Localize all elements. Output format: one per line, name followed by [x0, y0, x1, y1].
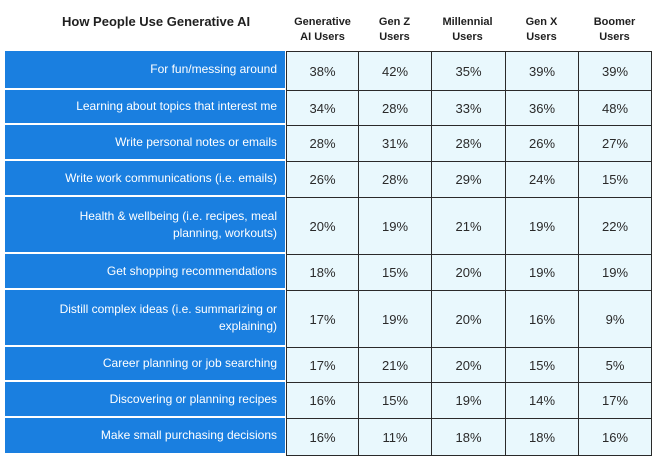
- table-cell: 18%: [505, 418, 579, 456]
- table-cell: 16%: [286, 418, 359, 456]
- row-label: Discovering or planning recipes: [5, 382, 285, 418]
- table-cell: 36%: [505, 90, 579, 126]
- row-label: Write personal notes or emails: [5, 125, 285, 161]
- table-cell: 22%: [578, 197, 652, 255]
- table-cell: 19%: [358, 290, 432, 348]
- table-cell: 24%: [505, 161, 579, 198]
- table-cell: 21%: [358, 347, 432, 383]
- table-cell: 18%: [431, 418, 506, 456]
- table-cell: 26%: [505, 125, 579, 162]
- table-cell: 17%: [578, 382, 652, 419]
- table-cell: 9%: [578, 290, 652, 348]
- table-cell: 16%: [578, 418, 652, 456]
- table-cell: 35%: [431, 51, 506, 91]
- table-cell: 19%: [505, 197, 579, 255]
- column-header: Millennial Users: [442, 16, 493, 43]
- table-cell: 15%: [578, 161, 652, 198]
- table-cell: 20%: [431, 290, 506, 348]
- table-cell: 34%: [286, 90, 359, 126]
- table-cell: 48%: [578, 90, 652, 126]
- table-cell: 42%: [358, 51, 432, 91]
- table-cell: 16%: [286, 382, 359, 419]
- column-header: Boomer Users: [593, 16, 636, 43]
- table-cell: 16%: [505, 290, 579, 348]
- table-cell: 28%: [431, 125, 506, 162]
- table-cell: 28%: [358, 161, 432, 198]
- table-cell: 19%: [505, 254, 579, 291]
- table-cell: 26%: [286, 161, 359, 198]
- table-cell: 17%: [286, 347, 359, 383]
- table-cell: 29%: [431, 161, 506, 198]
- table-cell: 28%: [286, 125, 359, 162]
- table-cell: 33%: [431, 90, 506, 126]
- table-cell: 28%: [358, 90, 432, 126]
- table-title: How People Use Generative AI: [62, 14, 251, 29]
- table-cell: 20%: [286, 197, 359, 255]
- table-cell: 21%: [431, 197, 506, 255]
- table-cell: 15%: [358, 254, 432, 291]
- table-cell: 20%: [431, 347, 506, 383]
- row-label: Distill complex ideas (i.e. summarizing …: [5, 290, 285, 347]
- table-cell: 39%: [505, 51, 579, 91]
- table-cell: 27%: [578, 125, 652, 162]
- table-cell: 39%: [578, 51, 652, 91]
- table-cell: 19%: [431, 382, 506, 419]
- row-label: Health & wellbeing (i.e. recipes, meal p…: [5, 197, 285, 254]
- column-header: Gen X Users: [525, 16, 558, 43]
- row-label: Career planning or job searching: [5, 347, 285, 382]
- row-label: Make small purchasing decisions: [5, 418, 285, 455]
- row-label: Learning about topics that interest me: [5, 90, 285, 125]
- table-cell: 5%: [578, 347, 652, 383]
- table-cell: 38%: [286, 51, 359, 91]
- table-cell: 19%: [358, 197, 432, 255]
- table-cell: 20%: [431, 254, 506, 291]
- table-cell: 17%: [286, 290, 359, 348]
- table-cell: 19%: [578, 254, 652, 291]
- row-label: Get shopping recommendations: [5, 254, 285, 290]
- table-cell: 15%: [358, 382, 432, 419]
- column-header: Generative AI Users: [294, 16, 351, 43]
- table-cell: 18%: [286, 254, 359, 291]
- table-cell: 15%: [505, 347, 579, 383]
- table-cell: 31%: [358, 125, 432, 162]
- row-label: For fun/messing around: [5, 51, 285, 90]
- row-label: Write work communications (i.e. emails): [5, 161, 285, 197]
- column-header: Gen Z Users: [378, 16, 411, 43]
- table-cell: 11%: [358, 418, 432, 456]
- table-cell: 14%: [505, 382, 579, 419]
